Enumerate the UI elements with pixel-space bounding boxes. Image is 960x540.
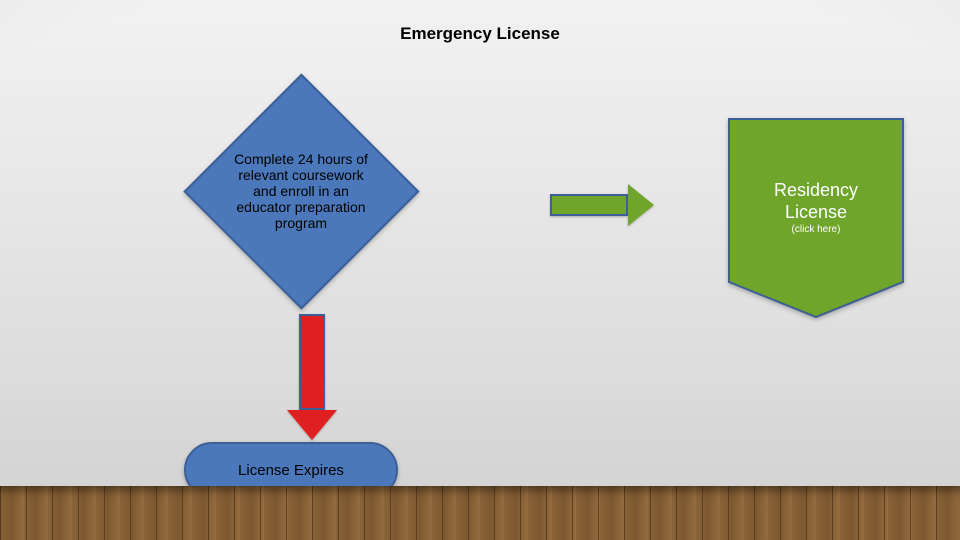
residency-license-label: ResidencyLicense (728, 180, 904, 223)
page-title: Emergency License (0, 24, 960, 44)
floor-texture (0, 486, 960, 540)
right-arrow-shaft (550, 194, 628, 216)
slide-stage: Emergency License Complete 24 hours of r… (0, 0, 960, 540)
right-arrow (550, 184, 654, 226)
decision-diamond: Complete 24 hours of relevant coursework… (183, 73, 419, 309)
residency-license-sublabel: (click here) (728, 224, 904, 235)
right-arrow-head (628, 184, 654, 226)
down-arrow (287, 314, 337, 440)
residency-license-callout[interactable]: ResidencyLicense (click here) (728, 118, 904, 318)
down-arrow-shaft (299, 314, 325, 410)
down-arrow-head (287, 410, 337, 440)
decision-diamond-label: Complete 24 hours of relevant coursework… (226, 151, 376, 231)
license-expires-label: License Expires (238, 462, 344, 479)
